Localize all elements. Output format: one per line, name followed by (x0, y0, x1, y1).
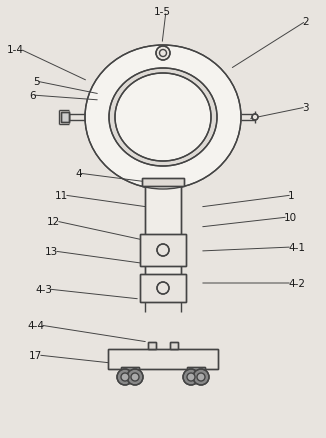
Circle shape (193, 369, 209, 385)
Circle shape (252, 115, 258, 121)
Bar (170, 342, 178, 349)
Text: 3: 3 (302, 103, 309, 113)
Bar (61, 113, 69, 123)
Bar (187, 367, 205, 373)
Text: 13: 13 (45, 247, 58, 256)
Bar (170, 342, 178, 349)
Bar (140, 274, 186, 302)
Bar (61, 113, 69, 123)
Ellipse shape (85, 46, 241, 190)
Circle shape (157, 244, 169, 256)
Text: 10: 10 (284, 212, 297, 223)
Circle shape (127, 369, 143, 385)
Text: 17: 17 (29, 350, 42, 360)
Circle shape (197, 373, 205, 381)
Bar (108, 349, 218, 369)
Bar (140, 234, 186, 266)
Bar (142, 179, 184, 187)
Bar (145, 184, 181, 284)
Bar (121, 367, 139, 373)
Bar (148, 342, 156, 349)
Ellipse shape (115, 74, 211, 162)
Text: 4-1: 4-1 (288, 243, 305, 252)
Circle shape (131, 373, 139, 381)
Bar (140, 234, 186, 266)
Text: 4: 4 (75, 169, 82, 179)
Text: 5: 5 (33, 77, 40, 87)
Bar (142, 179, 184, 187)
Ellipse shape (109, 69, 217, 166)
Circle shape (156, 47, 170, 61)
Text: 1: 1 (288, 191, 295, 201)
Text: 6: 6 (29, 91, 36, 101)
Circle shape (187, 373, 195, 381)
Text: 1-4: 1-4 (7, 45, 24, 55)
Text: 4-4: 4-4 (27, 320, 44, 330)
Bar (140, 274, 186, 302)
Text: 4-3: 4-3 (35, 284, 52, 294)
Bar (145, 184, 181, 284)
Text: 12: 12 (47, 216, 60, 226)
Circle shape (183, 369, 199, 385)
Text: 4-2: 4-2 (288, 279, 305, 288)
Text: 1-5: 1-5 (154, 7, 170, 17)
Circle shape (117, 369, 133, 385)
Bar (148, 342, 156, 349)
Text: 11: 11 (55, 191, 68, 201)
Bar (121, 367, 139, 373)
Bar (108, 349, 218, 369)
Bar (187, 367, 205, 373)
Circle shape (121, 373, 129, 381)
Circle shape (157, 283, 169, 294)
Text: 2: 2 (302, 17, 309, 27)
